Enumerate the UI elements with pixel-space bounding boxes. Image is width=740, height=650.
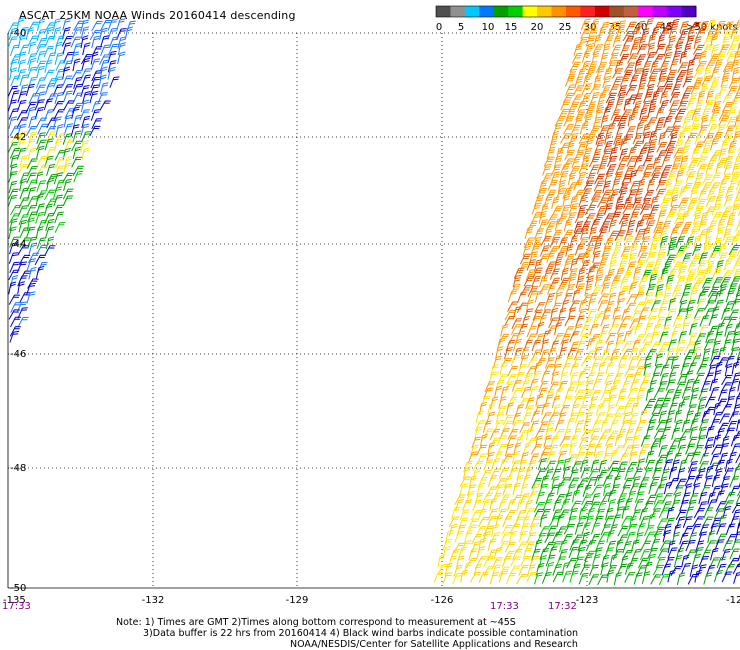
colorbar-swatch [537,6,553,17]
colorbar-swatch [551,6,567,17]
colorbar-tick-label: 35 [609,22,622,33]
colorbar-swatch [580,6,596,17]
note-line-2: 3)Data buffer is 22 hrs from 20160414 4)… [143,628,579,639]
colorbar-swatch [667,6,683,17]
lat-tick-label: -44 [10,239,26,250]
colorbar-tick-label: 40 [635,22,648,33]
colorbar-tick-label: 30 [584,22,597,33]
note-line-3: NOAA/NESDIS/Center for Satellite Applica… [290,639,578,650]
colorbar-swatch [681,6,697,17]
lat-tick-label: -42 [10,132,26,143]
wind-map[interactable]: -40 -42 -44 -46 -48 -50-135 -132 -129 -126 -123 -1… [0,0,740,614]
lon-tick-label: -123 [576,595,599,606]
note-line-1: Note: 1) Times are GMT 2)Times along bot… [116,617,516,628]
colorbar-swatch [522,6,538,17]
colorbar-tick-label: 25 [559,22,572,33]
lat-tick-label: -50 [10,583,26,594]
colorbar-tick-label: 15 [505,22,518,33]
lat-tick-label: -46 [10,349,26,360]
colorbar-swatch [493,6,509,17]
colorbar-tick-label: >50 knots [686,22,738,33]
lon-tick-label: -126 [431,595,454,606]
wind-speed-colorbar: 0 5 10 15 20 25 30 35 40 45 >50 knots [435,5,738,33]
lon-tick-label: -135 [3,595,26,606]
colorbar-swatch [450,6,466,17]
colorbar-tick-label: 10 [482,22,495,33]
wind-barbs [7,17,740,586]
colorbar-swatch [638,6,654,17]
colorbar-swatch [508,6,524,17]
time-label: 17:33 [490,601,519,612]
time-label: 17:33 [2,601,31,612]
lon-tick-label: -132 [142,595,165,606]
colorbar-swatch [609,6,625,17]
colorbar-swatch [566,6,581,17]
colorbar-swatch [479,6,495,17]
colorbar-tick-label: 5 [458,22,464,33]
colorbar-swatch [436,6,451,17]
time-label: 17:32 [548,601,577,612]
lat-tick-label: -40 [10,28,26,39]
colorbar-swatch [623,6,639,17]
map-title: ASCAT 25KM NOAA Winds 20160414 descendin… [19,9,296,22]
lon-tick-label: -129 [286,595,309,606]
colorbar-swatch [594,6,610,17]
lat-tick-label: -48 [10,463,26,474]
colorbar-swatch [464,6,480,17]
colorbar-tick-label: 0 [436,22,442,33]
colorbar-frame [435,5,697,18]
colorbar-swatch [652,6,668,17]
colorbar-tick-label: 20 [531,22,544,33]
lon-tick-label: -124 [726,595,740,606]
